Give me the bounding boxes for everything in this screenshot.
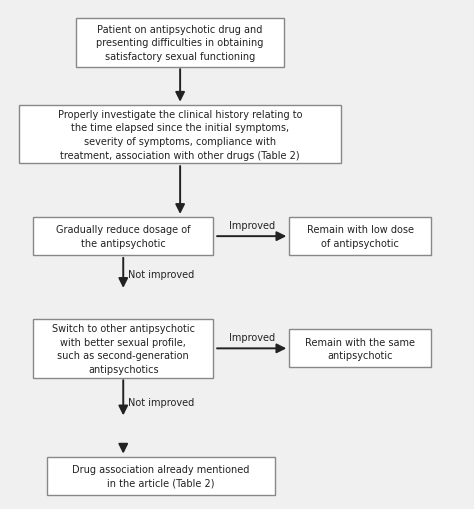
Text: Not improved: Not improved: [128, 270, 194, 280]
Text: Properly investigate the clinical history relating to
the time elapsed since the: Properly investigate the clinical histor…: [58, 109, 302, 160]
FancyBboxPatch shape: [19, 105, 341, 164]
Text: Not improved: Not improved: [128, 397, 194, 407]
Text: Gradually reduce dosage of
the antipsychotic: Gradually reduce dosage of the antipsych…: [56, 225, 191, 248]
FancyBboxPatch shape: [33, 320, 213, 378]
FancyBboxPatch shape: [33, 218, 213, 256]
FancyBboxPatch shape: [47, 457, 275, 495]
Text: Switch to other antipsychotic
with better sexual profile,
such as second-generat: Switch to other antipsychotic with bette…: [52, 323, 195, 374]
Text: Remain with low dose
of antipsychotic: Remain with low dose of antipsychotic: [307, 225, 414, 248]
Text: Improved: Improved: [228, 332, 275, 342]
Text: Remain with the same
antipsychotic: Remain with the same antipsychotic: [305, 337, 415, 360]
FancyBboxPatch shape: [76, 19, 284, 67]
Text: Drug association already mentioned
in the article (Table 2): Drug association already mentioned in th…: [73, 464, 250, 488]
FancyBboxPatch shape: [289, 218, 431, 256]
Text: Improved: Improved: [228, 220, 275, 230]
Text: Patient on antipsychotic drug and
presenting difficulties in obtaining
satisfact: Patient on antipsychotic drug and presen…: [96, 25, 264, 62]
FancyBboxPatch shape: [289, 330, 431, 367]
